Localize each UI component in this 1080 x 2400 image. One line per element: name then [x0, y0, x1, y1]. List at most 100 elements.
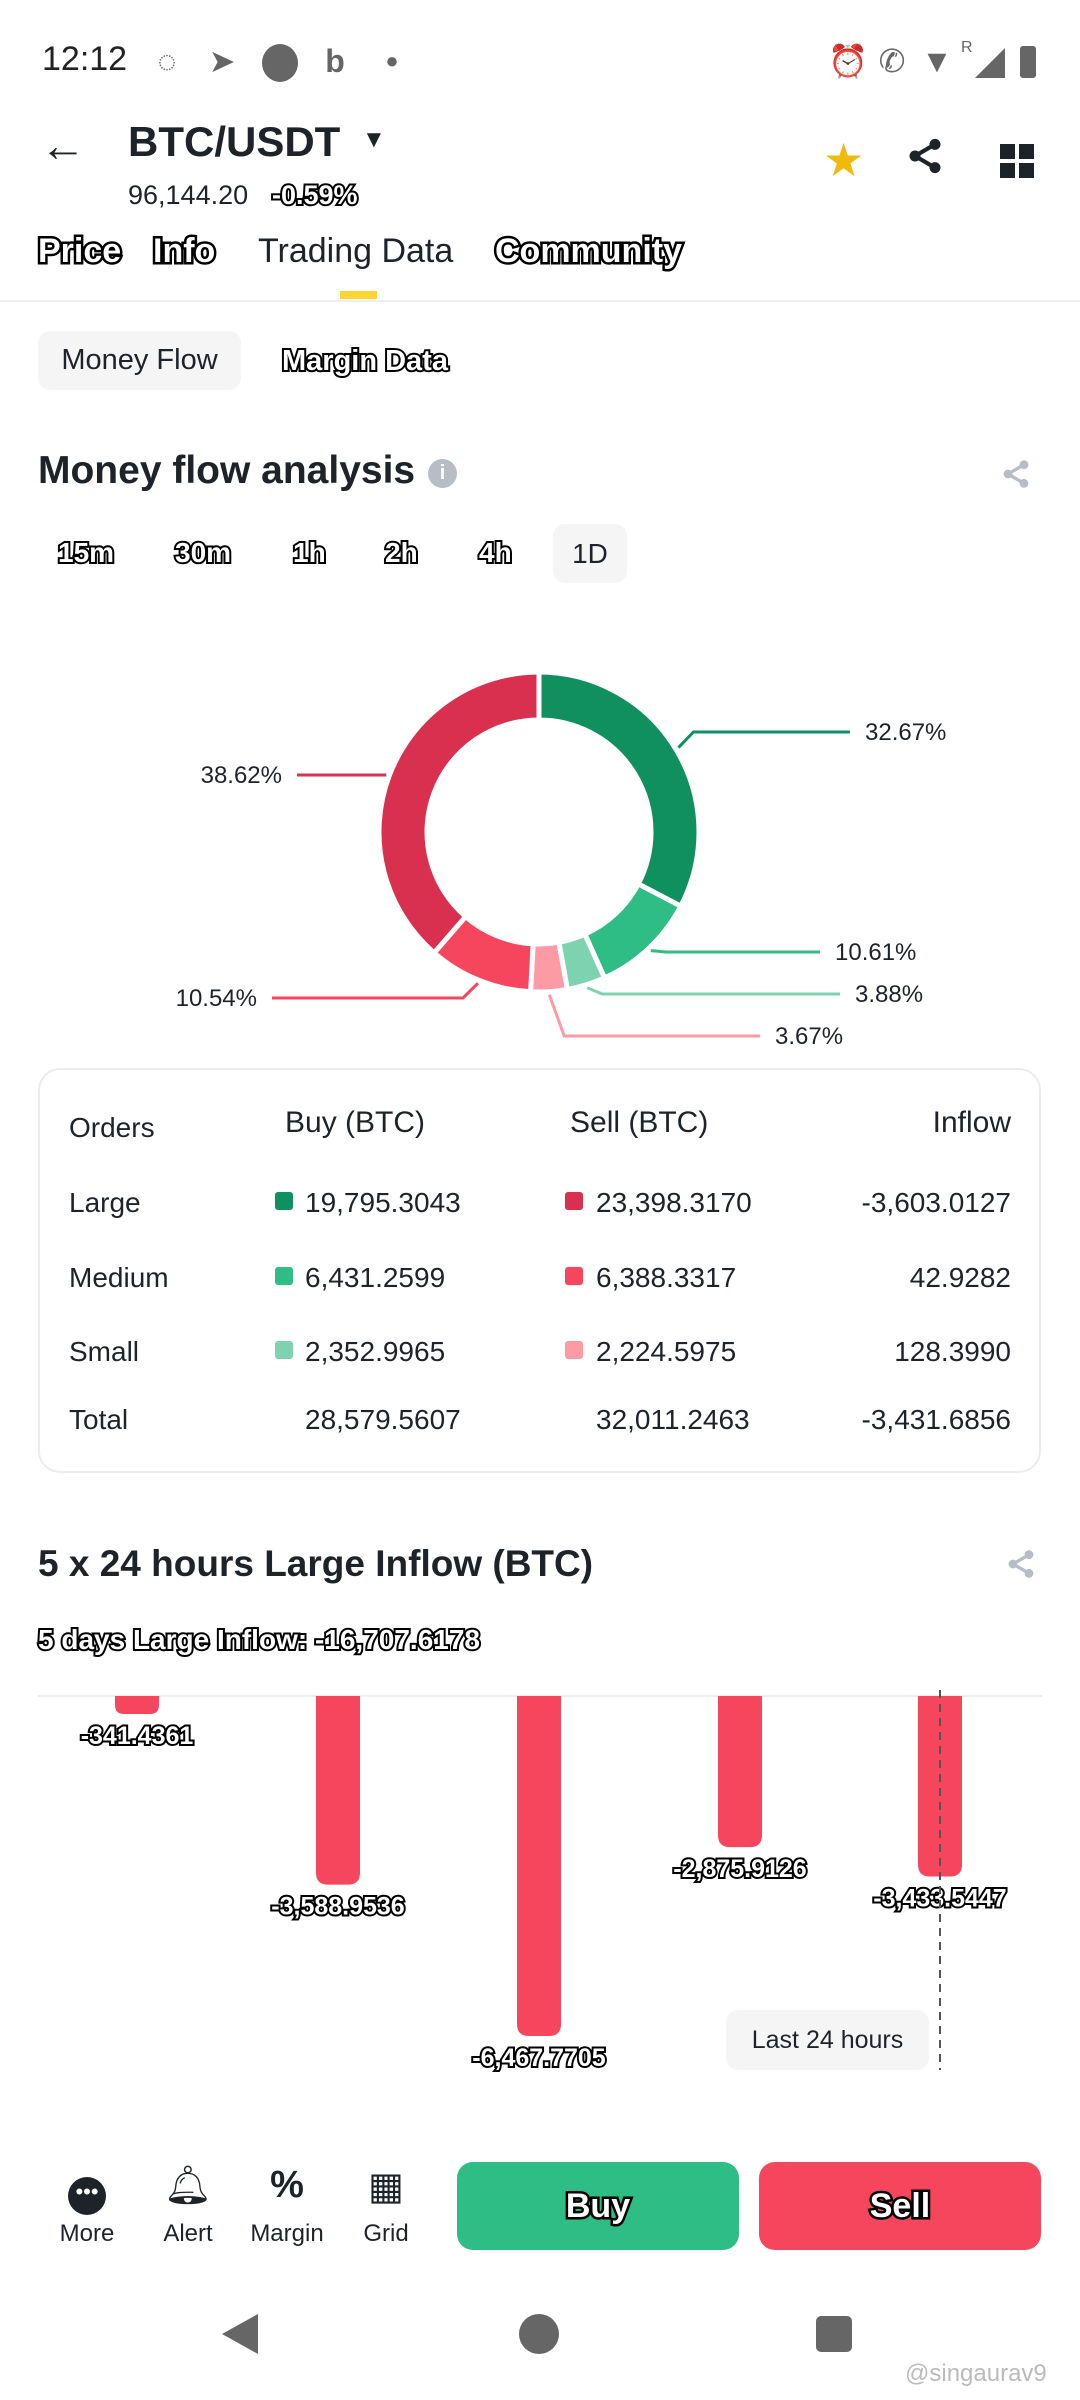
sell-legend-swatch — [565, 1267, 583, 1285]
more-icon[interactable]: ••• — [37, 2166, 137, 2215]
inflow-value: 42.9282 — [909, 1262, 1011, 1293]
inflow-bar[interactable] — [115, 1696, 159, 1714]
tab-info[interactable]: Info — [150, 230, 217, 273]
subtab-margin-data[interactable]: Margin Data — [280, 343, 450, 379]
status-time: 12:12 — [42, 40, 128, 78]
inflow-bar[interactable] — [918, 1696, 962, 1877]
bar-value-label: -2,875.9126 — [673, 1855, 806, 1883]
tab-trading-data[interactable]: Trading Data — [258, 232, 454, 270]
inflow-bar[interactable] — [517, 1696, 561, 2036]
sell-value: 23,398.3170 — [596, 1187, 752, 1218]
buy-value: 6,431.2599 — [305, 1262, 446, 1293]
timeframe-15m[interactable]: 15m — [56, 535, 116, 570]
inflow-value: 128.3990 — [894, 1336, 1011, 1367]
header-sell: Sell (BTC) — [570, 1106, 709, 1139]
header-buy: Buy (BTC) — [285, 1106, 426, 1139]
row-label: Total — [69, 1404, 129, 1435]
bar-value-label: -6,467.7705 — [472, 2044, 606, 2072]
timeframe-2h[interactable]: 2h — [383, 535, 420, 570]
buy-value: 28,579.5607 — [305, 1404, 461, 1435]
pair-dropdown-icon[interactable]: ▼ — [362, 126, 386, 153]
margin-percent-icon[interactable]: % — [270, 2164, 304, 2206]
grid-menu-icon[interactable] — [1000, 144, 1034, 178]
large-inflow-bar-chart: -341.4361 -3,588.9536 -6,467.7705 -2,875.91… — [38, 1690, 1042, 2074]
donut-slice-label: 3.88% — [855, 981, 923, 1008]
alert-bell-icon[interactable]: 🔔︎ — [163, 2165, 213, 2207]
buy-button[interactable]: Buy — [457, 2162, 739, 2250]
large-inflow-title: 5 x 24 hours Large Inflow (BTC) — [38, 1543, 594, 1584]
circle-app-icon — [262, 44, 298, 82]
timeframe-4h[interactable]: 4h — [477, 535, 514, 570]
buy-value: 19,795.3043 — [305, 1187, 461, 1218]
tab-community[interactable]: Community — [493, 230, 685, 273]
telegram-icon: ➤ — [208, 43, 236, 79]
battery-charging-icon — [1020, 46, 1036, 78]
signal-roaming-icon — [975, 48, 1005, 78]
header-orders: Orders — [69, 1112, 155, 1143]
timeframe-1h[interactable]: 1h — [291, 535, 328, 570]
timeframe-1d[interactable]: 1D — [553, 524, 627, 583]
inflow-value: -3,431.6856 — [861, 1404, 1011, 1435]
buy-legend-swatch — [275, 1192, 293, 1210]
buy-legend-swatch — [275, 1267, 293, 1285]
star-favorite-icon[interactable]: ★ — [823, 134, 865, 186]
orders-table — [38, 1068, 1041, 1473]
inflow-bar[interactable] — [316, 1696, 360, 1885]
alarm-icon: ⏰ — [828, 43, 868, 79]
inflow-value: -3,603.0127 — [861, 1187, 1011, 1218]
last-24h-annotation: Last 24 hours — [726, 2010, 929, 2070]
nav-recents-icon[interactable] — [816, 2316, 852, 2352]
sell-value: 6,388.3317 — [596, 1262, 737, 1293]
share-icon[interactable] — [1000, 458, 1032, 495]
grid-button[interactable]: Grid — [363, 2220, 409, 2247]
nav-home-icon[interactable] — [519, 2314, 559, 2354]
sell-value: 32,011.2463 — [596, 1404, 750, 1435]
donut-slice-label: 3.67% — [775, 1023, 843, 1050]
bing-icon: b — [325, 43, 345, 79]
row-label: Large — [69, 1187, 141, 1218]
sell-legend-swatch — [565, 1192, 583, 1210]
tab-price[interactable]: Price — [35, 230, 123, 273]
inflow-bar[interactable] — [718, 1696, 762, 1848]
sell-button[interactable]: Sell — [759, 2162, 1041, 2250]
wifi-call-icon: ✆ — [878, 43, 906, 79]
more-button[interactable]: More — [59, 2220, 115, 2247]
roaming-indicator: R — [961, 39, 973, 56]
donut-leader-line — [586, 986, 840, 996]
bar-value-label: -3,588.9536 — [271, 1893, 404, 1921]
sell-legend-swatch — [565, 1341, 583, 1359]
grid-trading-icon[interactable]: ▦ — [368, 2166, 404, 2208]
donut-slice-label: 10.54% — [176, 985, 257, 1012]
donut-slice-label: 32.67% — [865, 719, 946, 746]
share-icon[interactable] — [905, 136, 945, 181]
timeframe-30m[interactable]: 30m — [173, 535, 233, 570]
donut-leader-line — [272, 982, 480, 1000]
dot-icon: ● — [385, 48, 399, 73]
subtab-money-flow[interactable]: Money Flow — [38, 331, 241, 390]
last-price: 96,144.20 — [128, 180, 249, 210]
price-change: -0.59% — [270, 178, 360, 212]
donut-slice — [527, 939, 571, 995]
buy-legend-swatch — [275, 1341, 293, 1359]
tabs-divider — [0, 300, 1080, 302]
donut-slice — [376, 669, 542, 957]
donut-leader-line — [650, 949, 820, 954]
five-day-inflow-summary: 5 days Large Inflow: -16,707.6178 — [36, 1622, 482, 1657]
active-tab-indicator — [340, 291, 377, 299]
pair-title[interactable]: BTC/USDT — [128, 118, 341, 165]
money-flow-title: Money flow analysis — [38, 449, 416, 492]
back-arrow-icon[interactable]: ← — [40, 119, 86, 171]
bar-value-label: -341.4361 — [81, 1722, 194, 1750]
info-icon[interactable]: i — [428, 459, 457, 488]
donut-slice-label: 10.61% — [835, 939, 916, 966]
nav-back-icon[interactable] — [222, 2314, 258, 2354]
whatsapp-icon: ◌ — [157, 43, 177, 79]
donut-slice-label: 38.62% — [201, 762, 282, 789]
share-icon[interactable] — [1005, 1548, 1037, 1585]
margin-button[interactable]: Margin — [250, 2220, 324, 2247]
row-label: Small — [69, 1336, 140, 1367]
alert-button[interactable]: Alert — [163, 2220, 213, 2247]
watermark: @singaurav9 — [905, 2360, 1047, 2387]
buy-value: 2,352.9965 — [305, 1336, 446, 1367]
sell-value: 2,224.5975 — [596, 1336, 737, 1367]
